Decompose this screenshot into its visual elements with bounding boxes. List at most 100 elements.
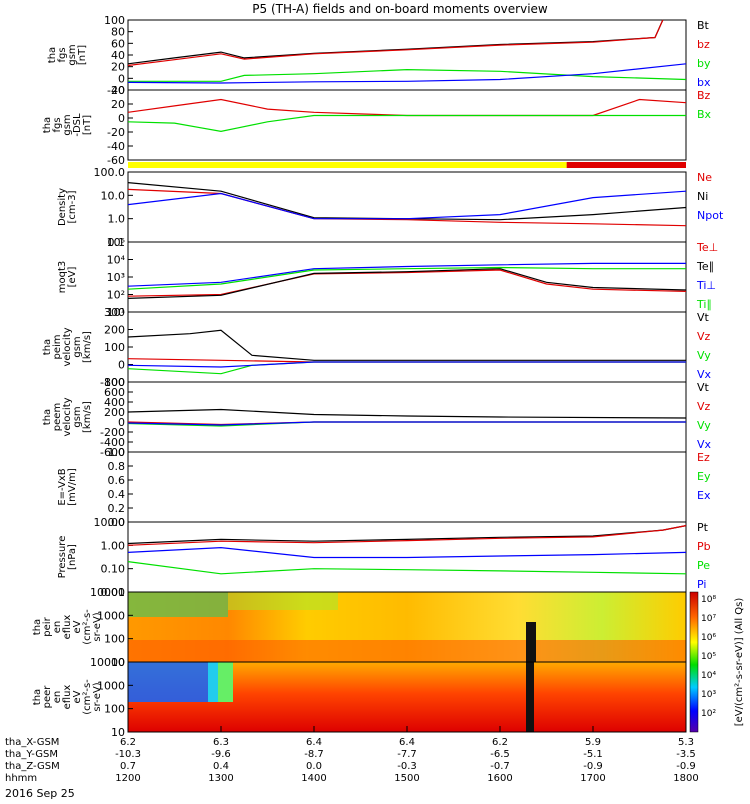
y-tick-label: 100 xyxy=(104,341,125,354)
panel-10: 10000 1000 100 10 tha peer en eflux eV (cm²-s-sr-… xyxy=(32,656,687,739)
y-axis-label: [cm-3] xyxy=(67,190,78,223)
y-tick-label: 80 xyxy=(111,26,125,39)
y-tick-label: 0 xyxy=(118,112,125,125)
colorbar-tick: 10⁶ xyxy=(701,633,716,643)
x-tick-label: 6.4 xyxy=(306,737,322,748)
legend-entry: bx xyxy=(697,76,711,89)
y-tick-label: 100.0 xyxy=(94,166,126,179)
y-tick-label: 10 xyxy=(111,656,125,669)
y-tick-label: 200 xyxy=(104,406,125,419)
x-tick-label: 6.3 xyxy=(213,737,229,748)
x-tick-label: 1200 xyxy=(115,773,140,784)
y-axis-label: gsm xyxy=(72,336,83,357)
y-tick-label: 0 xyxy=(118,359,125,372)
series-line xyxy=(127,98,687,117)
legend-entry: Ne xyxy=(697,171,712,184)
y-tick-label: 40 xyxy=(111,49,125,62)
y-axis-label: moqt3 xyxy=(57,261,68,294)
y-axis-label: eflux xyxy=(62,685,73,710)
legend-entry: Npot xyxy=(697,209,724,222)
y-axis-label: -DSL xyxy=(72,113,83,137)
y-tick-label: 0.6 xyxy=(108,474,126,487)
y-tick-label: 10000 xyxy=(90,586,125,599)
y-axis-label: peim xyxy=(52,334,63,359)
y-tick-label: 10³ xyxy=(107,271,125,284)
panel-5: 300 200 100 0 -100 tha peim velocity gsm [km/s] Vt… xyxy=(42,306,712,389)
y-tick-label: 1000 xyxy=(97,609,125,622)
y-tick-label: 0.8 xyxy=(108,460,126,473)
y-axis-label: (cm²-s- xyxy=(82,679,93,715)
y-tick-label: -600 xyxy=(100,446,125,459)
y-axis-label: velocity xyxy=(62,397,73,436)
y-tick-label: 0.0 xyxy=(108,516,126,529)
x-tick-label: -8.7 xyxy=(304,749,324,760)
y-axis-label: [nT] xyxy=(82,115,93,135)
y-axis-label: tha xyxy=(42,409,53,425)
y-axis-label: en xyxy=(52,621,63,634)
legend-entry: Bz xyxy=(697,89,711,102)
series-line xyxy=(127,190,687,220)
colorbar: 10⁸ 10⁷ 10⁶ 10⁵ 10⁴ 10³ 10² [eV/(cm²-s-sr-eV)] … xyxy=(689,591,745,733)
y-axis-label: peer xyxy=(42,685,53,709)
y-tick-label: 100 xyxy=(104,14,125,27)
y-tick-label: 1.0 xyxy=(108,446,126,459)
legend-entry: Pi xyxy=(697,578,706,591)
legend-entry: Bx xyxy=(697,108,712,121)
x-tick-label: -7.7 xyxy=(397,749,417,760)
y-axis-label: peem xyxy=(52,403,63,431)
legend-entry: Vx xyxy=(697,438,712,451)
mode-bar-segment xyxy=(128,162,567,168)
y-axis-label: [nPa] xyxy=(67,544,78,570)
y-tick-label: 10⁵ xyxy=(107,236,125,249)
y-tick-label: 20 xyxy=(111,61,125,74)
series-line xyxy=(127,421,686,426)
legend-entry: Vz xyxy=(697,330,711,343)
x-tick-label: 0.0 xyxy=(306,761,322,772)
series-line xyxy=(127,525,687,546)
x-row-label: tha_X-GSM xyxy=(5,737,59,748)
y-axis-label: velocity xyxy=(62,327,73,366)
y-axis-label: tha xyxy=(47,47,58,63)
y-tick-label: 10.0 xyxy=(101,189,126,202)
x-tick-label: 6.2 xyxy=(120,737,136,748)
y-tick-label: 0.1 xyxy=(108,236,126,249)
legend-entry: Vy xyxy=(697,349,711,362)
x-tick-label: 6.2 xyxy=(492,737,508,748)
series-line xyxy=(127,361,686,375)
series-line xyxy=(127,19,664,65)
legend-entry: by xyxy=(697,57,711,70)
y-tick-label: 0.2 xyxy=(108,502,126,515)
x-tick-label: 0.7 xyxy=(120,761,136,772)
y-tick-label: 0.01 xyxy=(101,586,126,599)
legend-entry: Pb xyxy=(697,540,711,553)
x-tick-label: 0.4 xyxy=(213,761,229,772)
y-tick-label: -20 xyxy=(107,84,125,97)
y-axis-label: eV xyxy=(72,620,83,633)
series-line xyxy=(127,63,687,84)
y-tick-label: 300 xyxy=(104,306,125,319)
y-axis-label: fgs xyxy=(52,117,63,132)
x-tick-label: -0.7 xyxy=(490,761,510,772)
electron-spectrogram-band xyxy=(128,662,208,702)
y-tick-label: -200 xyxy=(100,426,125,439)
ion-spectrogram-lowband xyxy=(128,640,686,662)
y-axis-label: en xyxy=(52,691,63,704)
legend-entry: Te⊥ xyxy=(696,241,718,254)
x-row-label: hhmm xyxy=(5,773,37,784)
x-tick-label: 1300 xyxy=(208,773,233,784)
y-tick-label: -100 xyxy=(100,376,125,389)
panel-8: 10.00 1.00 0.10 0.01 Pressure [nPa] Pt Pb Pe Pi xyxy=(57,516,711,599)
y-tick-label: 200 xyxy=(104,324,125,337)
x-row-label: tha_Y-GSM xyxy=(5,749,58,760)
date-label: 2016 Sep 25 xyxy=(5,787,75,800)
y-tick-label: 400 xyxy=(104,396,125,409)
y-axis-label: eV xyxy=(72,690,83,703)
x-tick-label: -6.5 xyxy=(490,749,510,760)
y-axis-label: [eV] xyxy=(67,267,78,288)
legend-entry: Ey xyxy=(697,470,711,483)
legend-entry: Bt xyxy=(697,19,710,32)
x-tick-label: -9.6 xyxy=(211,749,231,760)
legend-entry: Ti∥ xyxy=(696,298,712,311)
